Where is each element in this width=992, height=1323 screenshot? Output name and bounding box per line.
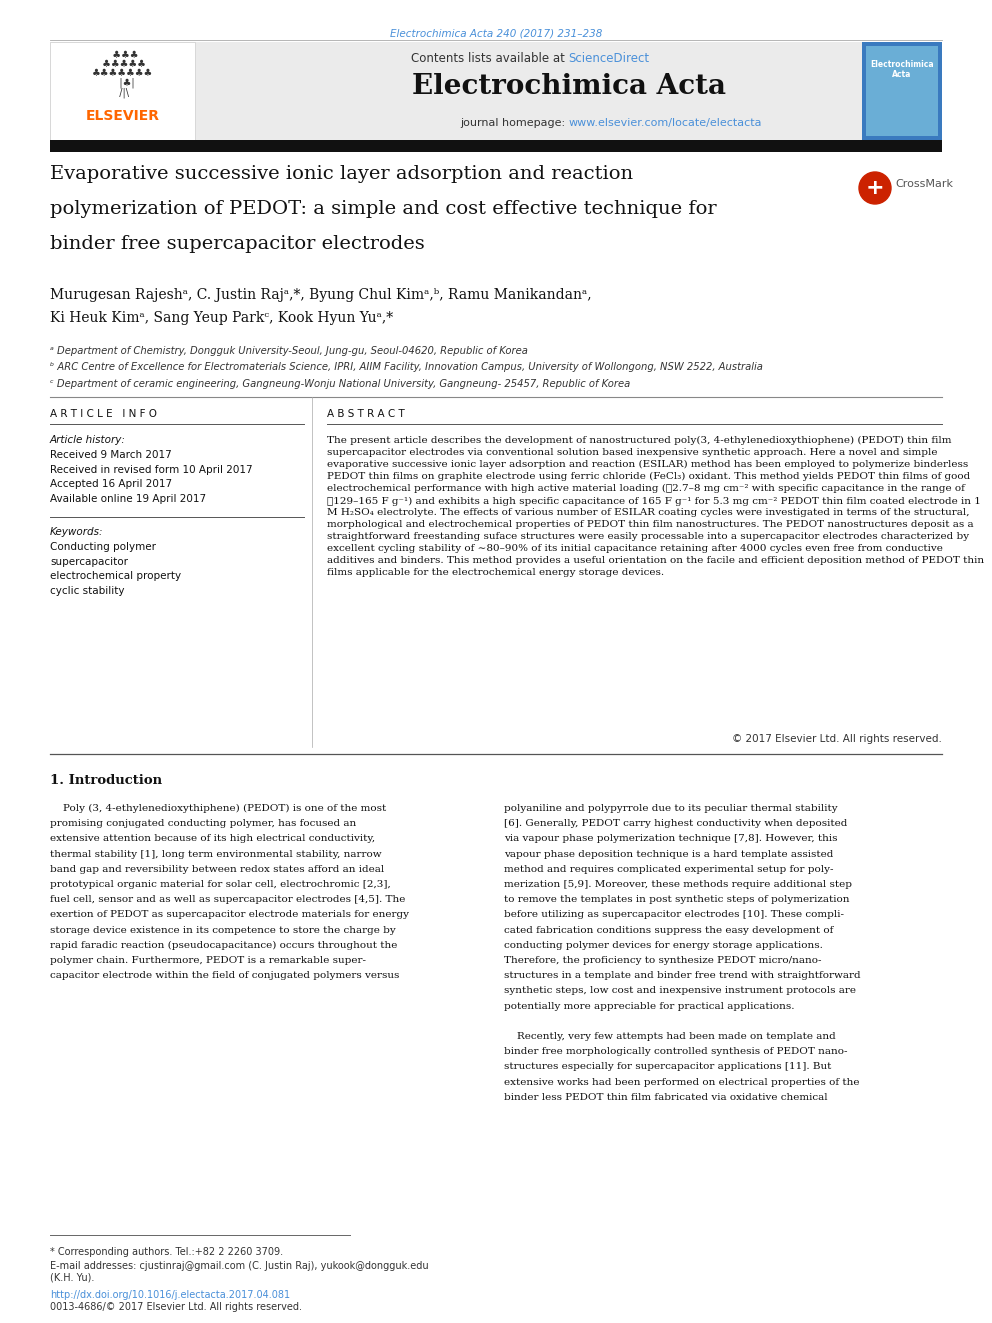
Text: extensive works had been performed on electrical properties of the: extensive works had been performed on el…	[504, 1078, 859, 1086]
Text: Electrochimica Acta 240 (2017) 231–238: Electrochimica Acta 240 (2017) 231–238	[390, 28, 602, 38]
Text: promising conjugated conducting polymer, has focused an: promising conjugated conducting polymer,…	[50, 819, 356, 828]
Text: binder free morphologically controlled synthesis of PEDOT nano-: binder free morphologically controlled s…	[504, 1048, 847, 1056]
Text: http://dx.doi.org/10.1016/j.electacta.2017.04.081: http://dx.doi.org/10.1016/j.electacta.20…	[50, 1290, 290, 1301]
Text: capacitor electrode within the field of conjugated polymers versus: capacitor electrode within the field of …	[50, 971, 400, 980]
Text: ELSEVIER: ELSEVIER	[85, 108, 160, 123]
Text: CrossMark: CrossMark	[895, 179, 953, 189]
Text: to remove the templates in post synthetic steps of polymerization: to remove the templates in post syntheti…	[504, 896, 849, 904]
Text: Contents lists available at: Contents lists available at	[411, 52, 568, 65]
Text: A B S T R A C T: A B S T R A C T	[327, 409, 405, 419]
Text: supercapacitor: supercapacitor	[50, 557, 128, 566]
Text: +: +	[866, 179, 884, 198]
Text: polymerization of PEDOT: a simple and cost effective technique for: polymerization of PEDOT: a simple and co…	[50, 200, 716, 218]
Text: via vapour phase polymerization technique [7,8]. However, this: via vapour phase polymerization techniqu…	[504, 835, 837, 843]
Text: 0013-4686/© 2017 Elsevier Ltd. All rights reserved.: 0013-4686/© 2017 Elsevier Ltd. All right…	[50, 1302, 302, 1312]
Text: storage device existence in its competence to store the charge by: storage device existence in its competen…	[50, 926, 396, 934]
Bar	[50, 42, 942, 140]
Text: E-mail addresses: cjustinraj@gmail.com (C. Justin Raj), yukook@dongguk.edu: E-mail addresses: cjustinraj@gmail.com (…	[50, 1261, 429, 1271]
Text: merization [5,9]. Moreover, these methods require additional step: merization [5,9]. Moreover, these method…	[504, 880, 852, 889]
Text: A R T I C L E   I N F O: A R T I C L E I N F O	[50, 409, 157, 419]
Text: ᵃ Department of Chemistry, Dongguk University-Seoul, Jung-gu, Seoul-04620, Repub: ᵃ Department of Chemistry, Dongguk Unive…	[50, 347, 528, 356]
Text: Recently, very few attempts had been made on template and: Recently, very few attempts had been mad…	[504, 1032, 835, 1041]
Text: Electrochimica Acta: Electrochimica Acta	[412, 73, 725, 99]
Text: © 2017 Elsevier Ltd. All rights reserved.: © 2017 Elsevier Ltd. All rights reserved…	[732, 734, 942, 744]
Text: structures in a template and binder free trend with straightforward: structures in a template and binder free…	[504, 971, 861, 980]
Text: cyclic stability: cyclic stability	[50, 586, 125, 597]
Text: Received in revised form 10 April 2017: Received in revised form 10 April 2017	[50, 464, 253, 475]
Text: Ki Heuk Kimᵃ, Sang Yeup Parkᶜ, Kook Hyun Yuᵃ,*: Ki Heuk Kimᵃ, Sang Yeup Parkᶜ, Kook Hyun…	[50, 311, 393, 325]
Text: thermal stability [1], long term environmental stability, narrow: thermal stability [1], long term environ…	[50, 849, 382, 859]
Text: prototypical organic material for solar cell, electrochromic [2,3],: prototypical organic material for solar …	[50, 880, 391, 889]
Text: rapid faradic reaction (pseudocapacitance) occurs throughout the: rapid faradic reaction (pseudocapacitanc…	[50, 941, 398, 950]
Text: structures especially for supercapacitor applications [11]. But: structures especially for supercapacitor…	[504, 1062, 831, 1072]
Text: conducting polymer devices for energy storage applications.: conducting polymer devices for energy st…	[504, 941, 823, 950]
Text: extensive attention because of its high electrical conductivity,: extensive attention because of its high …	[50, 835, 375, 843]
Text: cated fabrication conditions suppress the easy development of: cated fabrication conditions suppress th…	[504, 926, 833, 934]
Text: Keywords:: Keywords:	[50, 527, 103, 537]
Text: vapour phase deposition technique is a hard template assisted: vapour phase deposition technique is a h…	[504, 849, 833, 859]
Text: before utilizing as supercapacitor electrodes [10]. These compli-: before utilizing as supercapacitor elect…	[504, 910, 844, 919]
Text: The present article describes the development of nanostructured poly(3, 4-ethyle: The present article describes the develo…	[327, 437, 984, 577]
Text: polyaniline and polypyrrole due to its peculiar thermal stability: polyaniline and polypyrrole due to its p…	[504, 804, 837, 814]
Text: Conducting polymer: Conducting polymer	[50, 542, 156, 552]
Text: journal homepage:: journal homepage:	[460, 118, 568, 128]
Bar	[50, 42, 195, 140]
Text: Accepted 16 April 2017: Accepted 16 April 2017	[50, 479, 173, 490]
Text: ᶜ Department of ceramic engineering, Gangneung-Wonju National University, Gangne: ᶜ Department of ceramic engineering, Gan…	[50, 378, 630, 389]
Text: fuel cell, sensor and as well as supercapacitor electrodes [4,5]. The: fuel cell, sensor and as well as superca…	[50, 896, 406, 904]
Circle shape	[859, 172, 891, 204]
Text: band gap and reversibility between redox states afford an ideal: band gap and reversibility between redox…	[50, 865, 384, 873]
Text: 1. Introduction: 1. Introduction	[50, 774, 162, 787]
Text: Therefore, the proficiency to synthesize PEDOT micro/nano-: Therefore, the proficiency to synthesize…	[504, 957, 821, 964]
Text: synthetic steps, low cost and inexpensive instrument protocols are: synthetic steps, low cost and inexpensiv…	[504, 987, 856, 995]
Text: (K.H. Yu).: (K.H. Yu).	[50, 1273, 94, 1283]
Text: exertion of PEDOT as supercapacitor electrode materials for energy: exertion of PEDOT as supercapacitor elec…	[50, 910, 409, 919]
Text: binder free supercapacitor electrodes: binder free supercapacitor electrodes	[50, 235, 425, 253]
Text: Poly (3, 4-ethylenedioxythiphene) (PEDOT) is one of the most: Poly (3, 4-ethylenedioxythiphene) (PEDOT…	[50, 804, 386, 814]
Bar	[866, 46, 938, 136]
Text: Murugesan Rajeshᵃ, C. Justin Rajᵃ,*, Byung Chul Kimᵃ,ᵇ, Ramu Manikandanᵃ,: Murugesan Rajeshᵃ, C. Justin Rajᵃ,*, Byu…	[50, 288, 591, 302]
Text: electrochemical property: electrochemical property	[50, 572, 182, 581]
Text: Article history:: Article history:	[50, 435, 126, 445]
Text: Evaporative successive ionic layer adsorption and reaction: Evaporative successive ionic layer adsor…	[50, 165, 633, 183]
Text: ScienceDirect: ScienceDirect	[568, 52, 650, 65]
Text: method and requires complicated experimental setup for poly-: method and requires complicated experime…	[504, 865, 833, 873]
Text: binder less PEDOT thin film fabricated via oxidative chemical: binder less PEDOT thin film fabricated v…	[504, 1093, 827, 1102]
Text: www.elsevier.com/locate/electacta: www.elsevier.com/locate/electacta	[568, 118, 762, 128]
Text: Received 9 March 2017: Received 9 March 2017	[50, 450, 172, 460]
Text: ♣♣♣
 ♣♣♣♣♣
♣♣♣♣♣♣♣
   |♣|
  /|\: ♣♣♣ ♣♣♣♣♣ ♣♣♣♣♣♣♣ |♣| /|\	[92, 50, 153, 98]
Text: potentially more appreciable for practical applications.: potentially more appreciable for practic…	[504, 1002, 795, 1011]
Text: * Corresponding authors. Tel.:+82 2 2260 3709.: * Corresponding authors. Tel.:+82 2 2260…	[50, 1248, 283, 1257]
Text: Available online 19 April 2017: Available online 19 April 2017	[50, 495, 206, 504]
Text: ᵇ ARC Centre of Excellence for Electromaterials Science, IPRI, AIIM Facility, In: ᵇ ARC Centre of Excellence for Electroma…	[50, 363, 763, 373]
Text: polymer chain. Furthermore, PEDOT is a remarkable super-: polymer chain. Furthermore, PEDOT is a r…	[50, 957, 366, 964]
Bar	[862, 42, 942, 140]
Text: Electrochimica
Acta: Electrochimica Acta	[870, 60, 933, 79]
Text: [6]. Generally, PEDOT carry highest conductivity when deposited: [6]. Generally, PEDOT carry highest cond…	[504, 819, 847, 828]
Bar	[50, 140, 942, 152]
